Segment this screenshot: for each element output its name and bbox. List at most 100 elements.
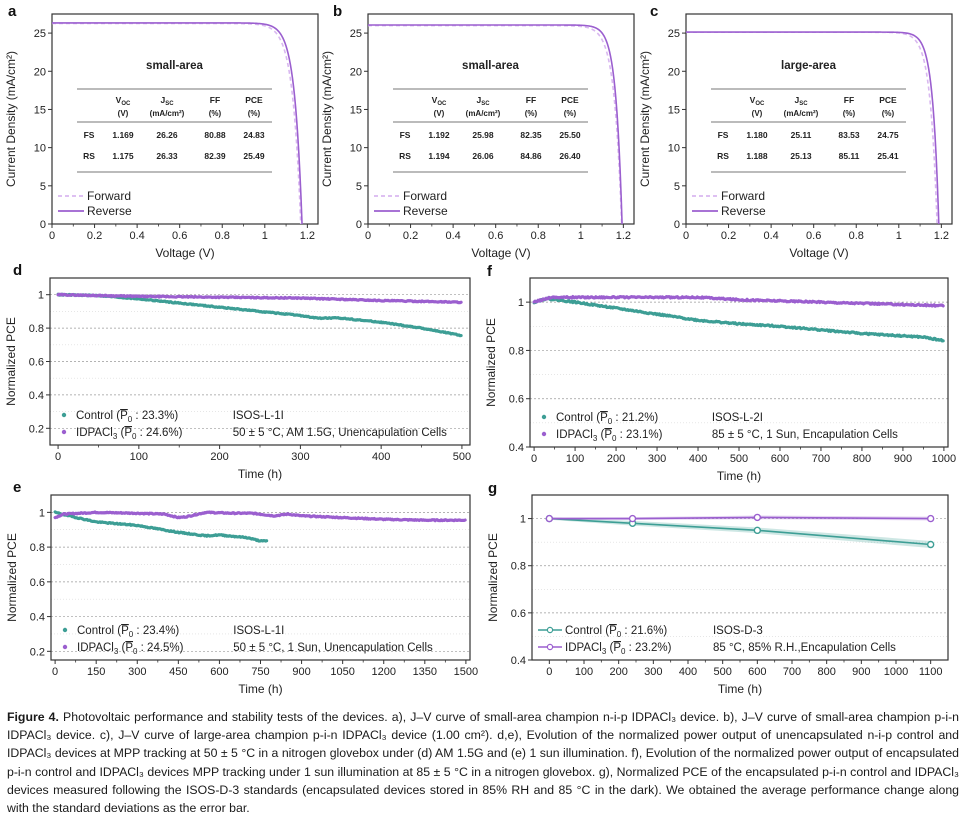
x-tick-label: 0.4 [129,230,144,242]
x-tick-label: 900 [852,666,870,678]
x-tick-label: 200 [210,451,228,463]
legend-label-part: IDPACl [565,642,602,654]
panel-label: e [13,479,21,496]
x-tick-label: 500 [713,666,731,678]
table-cell: RS [399,151,411,161]
x-tick-label: 750 [251,666,269,678]
table-unit: (%) [525,109,538,118]
table-cell: 24.75 [877,130,899,140]
x-tick-label: 450 [169,666,187,678]
legend-label-part: IDPACl [77,642,114,654]
y-tick-label: 0.4 [29,390,44,402]
y-tick-label: 15 [668,104,680,116]
y-tick-label: 20 [34,66,46,78]
table-header: VOC [116,95,131,107]
table-cell: RS [83,151,95,161]
panel-b: b 0 0.2 0.4 0.6 0.8 1 1.2 0 5 10 15 20 25 Voltage (V) C… [320,3,635,260]
table-cell: 25.13 [790,151,812,161]
series-trace-teal [53,510,269,543]
x-axis-label: Time (h) [717,469,761,483]
x-tick-label: 600 [748,666,766,678]
axes-frame [685,13,953,225]
x-tick-label: 0.6 [806,230,821,242]
legend-marker [61,412,67,418]
table-cell: 25.50 [559,130,581,140]
panel-label: a [8,3,17,20]
panel-a: a 0 0.2 0.4 0.6 0.8 1 1.2 0 5 10 15 20 25 Voltage (V) C… [4,3,319,260]
table-header: JSC [476,95,490,107]
y-tick-label: 0.8 [30,542,45,554]
x-tick-label: 400 [679,666,697,678]
panel-g: g0 100 200 300 400 500 600 700 800 900 1000 11000.4… [486,480,949,696]
table-unit: (%) [882,109,895,118]
y-axis-label: Normalized PCE [484,318,498,407]
table-header: PCE [245,95,263,105]
legend-label-part: P [604,429,612,441]
condition-annotation: ISOS-L-1I [233,410,284,422]
table-header-subscript: OC [437,101,447,107]
y-axis-label: Current Density (mA/cm²) [4,51,18,187]
x-tick-label: 0.2 [403,230,418,242]
table-cell: 1.175 [112,151,134,161]
table-header: PCE [879,95,897,105]
legend-label: Reverse [721,204,766,218]
table-unit: (%) [248,109,261,118]
condition-annotation: 85 ± 5 °C, 1 Sun, Encapulation Cells [712,429,898,441]
y-axis-label: Normalized PCE [4,317,18,406]
series-trace-teal [532,296,945,343]
legend-label: Reverse [403,204,448,218]
series-line-teal [549,517,931,546]
x-tick-label: 300 [644,666,662,678]
x-axis-label: Voltage (V) [789,246,848,260]
data-point [628,514,637,523]
x-tick-label: 900 [292,666,310,678]
table-unit: (V) [118,109,129,118]
y-tick-label: 1 [520,514,526,526]
panel-label: g [488,480,497,497]
y-tick-label: 0.4 [509,442,524,454]
table-unit: (mA/cm²) [466,109,501,118]
table-cell: 82.35 [520,130,542,140]
x-tick-label: 1350 [413,666,437,678]
condition-annotation: 50 ± 5 °C, AM 1.5G, Unencapulation Cells [233,427,447,439]
x-tick-label: 0 [49,230,55,242]
table-cell: 1.188 [746,151,768,161]
x-tick-label: 400 [372,451,390,463]
y-tick-label: 25 [350,28,362,40]
condition-annotation: 50 ± 5 °C, 1 Sun, Unencapulation Cells [233,642,433,654]
jv-curve-reverse [686,31,940,225]
legend-label-part: 0 [129,630,134,639]
legend-label-part: : 24.5%) [137,642,183,654]
y-tick-label: 0.2 [29,423,44,435]
table-header: PCE [561,95,579,105]
y-tick-label: 0 [40,219,46,231]
legend-marker [541,414,547,420]
table-header: VOC [432,95,447,107]
x-tick-label: 0.8 [531,230,546,242]
table-unit: (V) [752,109,763,118]
x-tick-label: 1200 [371,666,395,678]
table-cell: 26.33 [156,151,178,161]
x-tick-label: 1 [262,230,268,242]
y-tick-label: 20 [350,66,362,78]
table-header-subscript: SC [165,101,174,107]
legend-label-part: ( [593,412,600,424]
y-tick-label: 0.6 [509,394,524,406]
y-tick-label: 5 [40,181,46,193]
table-cell: 25.98 [472,130,494,140]
legend-label-part: IDPACl [76,427,113,439]
y-tick-label: 5 [356,181,362,193]
y-tick-label: 15 [34,104,46,116]
x-tick-label: 0 [683,230,689,242]
table-cell: 1.180 [746,130,768,140]
x-axis-label: Voltage (V) [155,246,214,260]
legend-label-part: : 23.4%) [133,625,179,637]
x-axis-label: Time (h) [238,682,282,696]
y-axis-label: Normalized PCE [5,533,19,622]
panel-label: c [650,3,658,20]
y-axis-label: Current Density (mA/cm²) [638,51,652,187]
series-trace-purple [532,295,945,308]
table-cell: 80.88 [204,130,226,140]
table-header-subscript: SC [799,101,808,107]
